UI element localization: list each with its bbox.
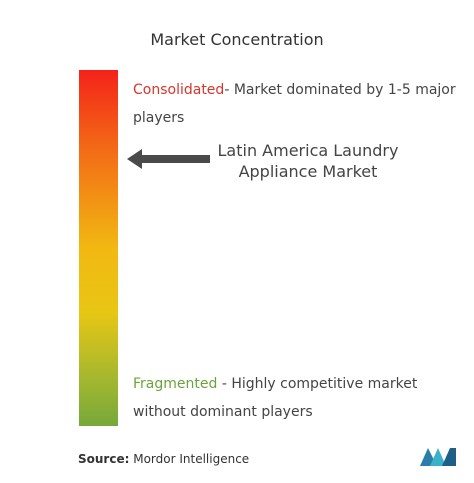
fragmented-description: Fragmented - Highly competitive market w… <box>133 370 468 426</box>
source-label: Source: <box>78 452 130 466</box>
logo <box>420 448 456 466</box>
consolidated-text: - Market dominated by 1-5 major players <box>133 82 456 126</box>
logo-part <box>420 448 434 466</box>
consolidated-description: Consolidated- Market dominated by 1-5 ma… <box>133 76 468 132</box>
concentration-gradient-bar <box>79 70 118 426</box>
source-text: Mordor Intelligence <box>133 452 250 466</box>
arrow-shape <box>127 149 210 169</box>
source: Source: Mordor Intelligence <box>78 452 249 466</box>
title: Market Concentration <box>150 30 324 49</box>
fragmented-label: Fragmented <box>133 376 218 392</box>
arrow <box>127 149 210 169</box>
consolidated-label: Consolidated <box>133 82 225 98</box>
market-name: Latin America Laundry Appliance Market <box>217 141 399 181</box>
logo-part <box>430 448 446 466</box>
fragmented-text: - Highly competitive market without domi… <box>133 376 418 420</box>
logo-part <box>442 448 456 466</box>
